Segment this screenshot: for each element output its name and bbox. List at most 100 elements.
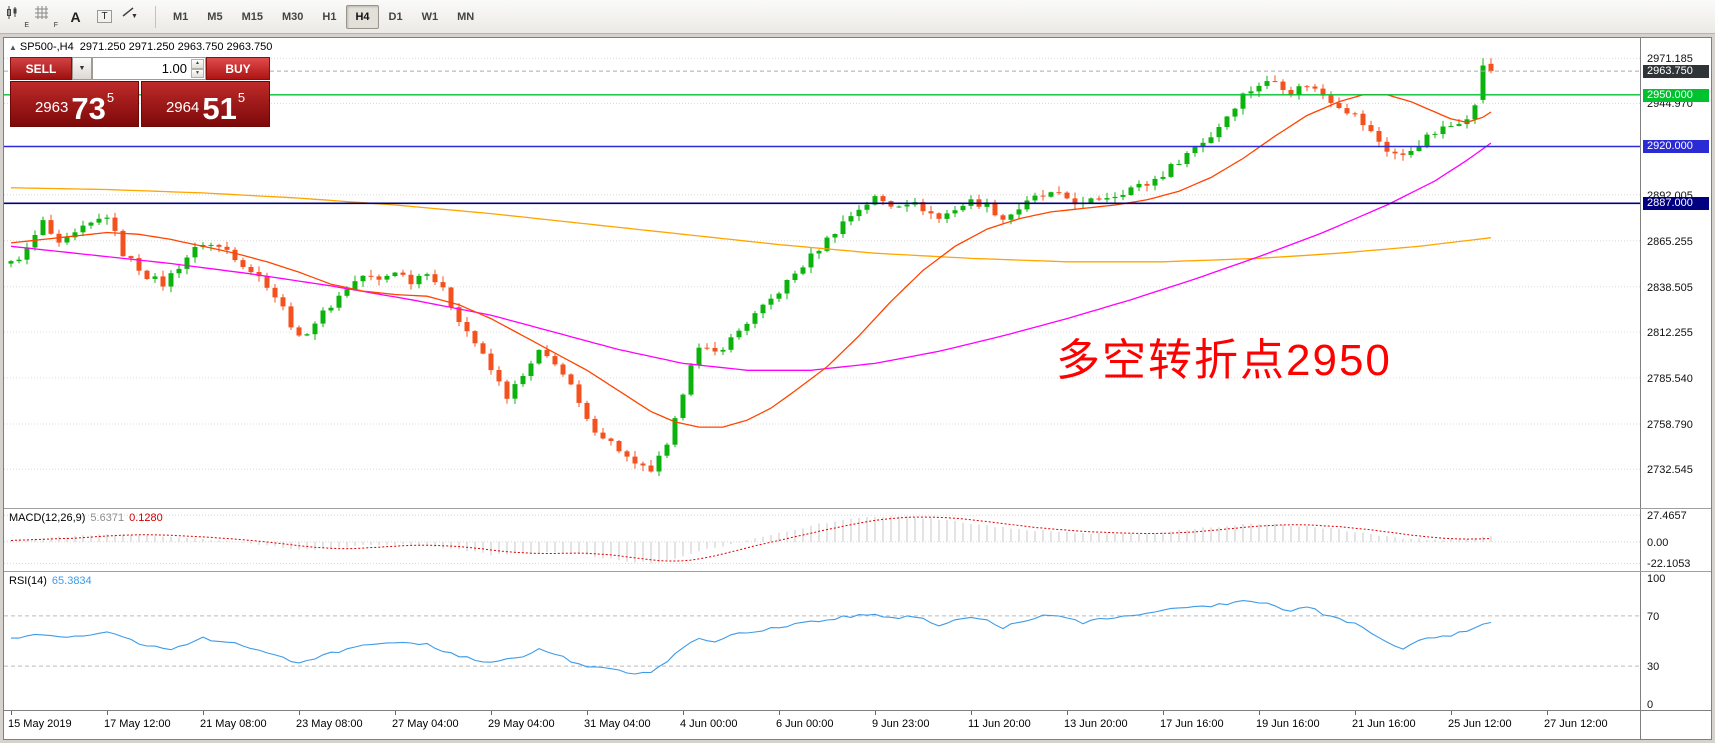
rsi-axis-label: 0: [1647, 698, 1654, 711]
time-axis-tick: [683, 711, 684, 715]
toolbar-separator: [155, 5, 156, 28]
macd-histogram: [10, 516, 1492, 564]
collapse-icon[interactable]: ▲: [9, 43, 17, 52]
sell-price-display[interactable]: 2963 73 5: [10, 81, 139, 127]
trendline-glyph: [122, 6, 134, 17]
timeframe-mn[interactable]: MN: [448, 5, 483, 29]
timeframe-m30[interactable]: M30: [273, 5, 312, 29]
symbol-label: SP500-,H4: [19, 41, 74, 53]
ohlc-values: 2971.250 2971.250 2963.750 2963.750: [79, 41, 273, 53]
macd-axis: 27.4657 0.00 -22.1053: [1640, 509, 1711, 571]
time-axis-tick: [1067, 711, 1068, 715]
time-axis-tick: [299, 711, 300, 715]
volume-increase-button[interactable]: ▲: [191, 59, 204, 69]
ma-line-fast: [10, 94, 1492, 428]
volume-spinner: ▲ ▼: [191, 59, 204, 78]
time-axis-label: 17 May 12:00: [104, 718, 171, 730]
time-axis-label: 6 Jun 00:00: [776, 718, 834, 730]
time-axis-tick: [1163, 711, 1164, 715]
macd-signal-line: [10, 516, 1492, 562]
price-tag-2887: 2887.000: [1643, 197, 1709, 211]
volume-dropdown-button[interactable]: ▼: [72, 57, 92, 80]
price-axis-label: 2865.255: [1647, 235, 1693, 248]
price-axis-label: 2838.505: [1647, 281, 1693, 294]
time-axis-label: 27 May 04:00: [392, 718, 459, 730]
time-axis-label: 11 Jun 20:00: [968, 718, 1031, 730]
boxed-letter-glyph: T: [97, 10, 112, 23]
time-axis-tick: [875, 711, 876, 715]
time-axis-label: 25 Jun 12:00: [1448, 718, 1512, 730]
price-axis-label: 2732.545: [1647, 464, 1693, 477]
price-axis-label: 2971.185: [1647, 53, 1693, 66]
price-tag-2920: 2920.000: [1643, 140, 1709, 154]
time-axis-label: 15 May 2019: [8, 718, 72, 730]
macd-chart: [4, 514, 1641, 564]
timeframe-m5[interactable]: M5: [198, 5, 231, 29]
timeframe-m1[interactable]: M1: [164, 5, 197, 29]
macd-name: MACD(12,26,9): [9, 512, 86, 524]
buy-price-big: 51: [202, 90, 237, 126]
macd-signal-value: 0.1280: [129, 512, 163, 524]
time-axis-label: 23 May 08:00: [296, 718, 363, 730]
buy-button[interactable]: BUY: [206, 57, 270, 80]
time-axis-tick: [203, 711, 204, 715]
sell-button[interactable]: SELL: [10, 57, 72, 80]
time-axis-tick: [1259, 711, 1260, 715]
time-axis-label: 13 Jun 20:00: [1064, 718, 1128, 730]
grid-glyph: [35, 5, 48, 19]
timeframe-h4[interactable]: H4: [346, 4, 379, 29]
macd-main-value: 5.6371: [90, 512, 125, 524]
text-box-icon[interactable]: T: [91, 4, 118, 30]
icon-subscript: F: [53, 21, 58, 29]
chart-annotation: 多空转折点2950: [1056, 336, 1392, 385]
time-axis[interactable]: 15 May 2019 17 May 12:00 21 May 08:00 23 Ma…: [4, 710, 1711, 739]
chevron-down-icon: ▼: [131, 13, 138, 20]
macd-axis-label: 0.00: [1647, 536, 1669, 549]
text-label-icon[interactable]: A: [62, 4, 89, 30]
drawing-tools-icon[interactable]: ▼: [120, 4, 147, 30]
grid-icon[interactable]: F: [33, 4, 60, 30]
time-axis-tick: [779, 711, 780, 715]
time-axis-label: 21 Jun 16:00: [1352, 718, 1416, 730]
trade-prices-row: 2963 73 5 2964 51 5: [10, 81, 270, 127]
price-tag-2950: 2950.000: [1643, 88, 1709, 102]
icon-subscript: E: [24, 21, 29, 29]
volume-input[interactable]: [93, 58, 205, 79]
rsi-chart: [4, 600, 1641, 675]
letter-glyph: A: [70, 8, 81, 25]
price-axis[interactable]: 2971.185 2944.970 2892.005 2865.255 2838.505…: [1640, 38, 1711, 508]
time-axis-tick: [395, 711, 396, 715]
price-axis-label: 2785.540: [1647, 372, 1693, 385]
time-axis-tick: [971, 711, 972, 715]
sell-price-sup: 5: [106, 90, 115, 105]
main-chart-pane[interactable]: 2971.185 2944.970 2892.005 2865.255 2838.505…: [4, 38, 1711, 508]
one-click-trading-panel: SELL ▼ ▲ ▼ BUY 2963 73 5 296: [10, 57, 270, 127]
chevron-down-icon: ▼: [78, 65, 86, 72]
time-axis-tick: [587, 711, 588, 715]
buy-price-display[interactable]: 2964 51 5: [141, 81, 270, 127]
candles-glyph: [7, 5, 17, 19]
volume-field: ▲ ▼: [92, 57, 206, 80]
time-axis-tick: [107, 711, 108, 715]
toolbar-icon-group: E F A T ▼: [4, 4, 147, 30]
timeframe-m15[interactable]: M15: [233, 5, 272, 29]
timeframe-w1[interactable]: W1: [413, 5, 448, 29]
rsi-value: 65.3834: [51, 575, 92, 587]
rsi-pane[interactable]: RSI(14) 65.3834 100 70 30 0: [4, 571, 1711, 711]
rsi-axis-label: 30: [1647, 661, 1660, 674]
rsi-name: RSI(14): [9, 575, 47, 587]
macd-pane[interactable]: MACD(12,26,9) 5.6371 0.1280 27.4657 0.00 -22…: [4, 508, 1711, 571]
candlestick-series: [8, 58, 1494, 477]
time-axis-label: 21 May 08:00: [200, 718, 267, 730]
volume-decrease-button[interactable]: ▼: [191, 68, 204, 78]
candlestick-chart-icon[interactable]: E: [4, 4, 31, 30]
time-axis-label: 9 Jun 23:00: [872, 718, 930, 730]
timeframe-d1[interactable]: D1: [380, 5, 412, 29]
timeframe-h1[interactable]: H1: [313, 5, 345, 29]
rsi-axis: 100 70 30 0: [1640, 572, 1711, 711]
quote-header: ▲ SP500-,H4 2971.250 2971.250 2963.750 296…: [9, 41, 272, 53]
ma-line-medium: [10, 142, 1492, 371]
time-axis-tick: [1451, 711, 1452, 715]
time-axis-label: 29 May 04:00: [488, 718, 555, 730]
rsi-line: [11, 600, 1492, 675]
